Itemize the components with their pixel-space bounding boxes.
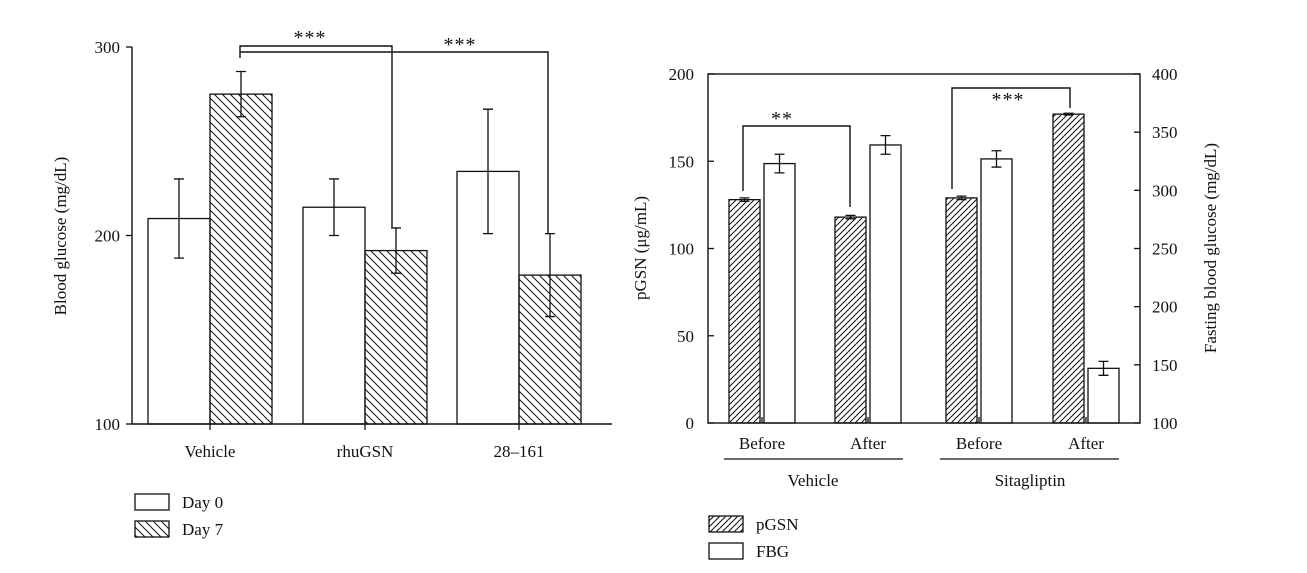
error-bar-28-161-day-7 xyxy=(545,232,555,318)
y-tick-label: 0 xyxy=(686,414,695,433)
y-axis-label-right: Fasting blood glucose (mg/dL) xyxy=(1201,143,1220,353)
bracket-sitagliptin xyxy=(951,87,1071,189)
bar-sitagliptin-after-fbg xyxy=(1087,367,1120,424)
significance-brackets: *** *** xyxy=(239,27,549,234)
x-tick-label-vehicle-before: Before xyxy=(739,434,785,453)
chart-pgsn-fbg: pGSN (μg/mL) Fasting blood glucose (mg/d… xyxy=(631,65,1220,561)
legend-label-pgsn: pGSN xyxy=(756,515,799,534)
error-bar-sitagliptin-after-pgsn xyxy=(1063,112,1074,116)
error-bar-rhugsn-day-0 xyxy=(329,178,339,237)
y-tick-label: 150 xyxy=(669,152,695,171)
y-axis-label: Blood glucose (mg/dL) xyxy=(51,157,70,316)
y-tick-label: 100 xyxy=(95,415,121,434)
x-ticks: Before After Before After xyxy=(739,417,1104,453)
error-bar-sitagliptin-after-fbg xyxy=(1098,360,1109,376)
legend-label-day7: Day 7 xyxy=(182,520,224,539)
legend: Day 0 Day 7 xyxy=(134,493,224,539)
group-label-vehicle: Vehicle xyxy=(788,471,839,490)
y2-tick-label: 200 xyxy=(1152,298,1178,317)
x-tick-label-28-161: 28–161 xyxy=(494,442,545,461)
y-tick-label: 100 xyxy=(669,240,695,259)
bars xyxy=(147,93,582,425)
legend-label-day0: Day 0 xyxy=(182,493,223,512)
bracket-28-161 xyxy=(240,51,549,234)
axis-frame xyxy=(131,47,612,425)
y-axis-label-left: pGSN (μg/mL) xyxy=(631,196,650,300)
y-ticks: 100 200 300 xyxy=(95,38,132,434)
y2-tick-label: 350 xyxy=(1152,123,1178,142)
bar-sitagliptin-before-fbg xyxy=(980,158,1013,424)
sig-label-vehicle: ** xyxy=(771,108,793,130)
y-tick-label: 200 xyxy=(95,227,121,246)
error-bar-vehicle-day-7 xyxy=(236,70,246,118)
axis-frame xyxy=(707,73,1141,424)
y2-tick-label: 250 xyxy=(1152,240,1178,259)
significance-brackets: ** *** xyxy=(742,87,1071,207)
error-bars xyxy=(174,70,555,318)
y2-tick-label: 150 xyxy=(1152,356,1178,375)
bar-rhugsn-day-7 xyxy=(364,249,428,425)
legend-swatch-day7 xyxy=(134,520,170,538)
x-tick-label-vehicle-after: After xyxy=(850,434,886,453)
error-bar-vehicle-before-fbg xyxy=(774,153,785,174)
legend-swatch-pgsn xyxy=(708,515,744,533)
bars xyxy=(728,113,1120,424)
x-tick-label-vehicle: Vehicle xyxy=(185,442,236,461)
group-labels: Vehicle Sitagliptin xyxy=(724,458,1119,490)
y-tick-label: 50 xyxy=(677,327,694,346)
y-tick-label: 200 xyxy=(669,65,695,84)
y-ticks-left: 0 50 100 150 200 xyxy=(669,65,714,433)
x-tick-label-rhugsn: rhuGSN xyxy=(337,442,394,461)
error-bar-sitagliptin-before-fbg xyxy=(991,150,1002,168)
sig-label-rhugsn: *** xyxy=(294,27,327,49)
legend-swatch-day0 xyxy=(134,493,170,511)
bar-sitagliptin-after-pgsn xyxy=(1052,113,1085,424)
bar-vehicle-after-fbg xyxy=(869,144,902,424)
bar-vehicle-before-pgsn xyxy=(728,198,761,424)
y-tick-label: 300 xyxy=(95,38,121,57)
y2-tick-label: 400 xyxy=(1152,65,1178,84)
error-bar-vehicle-before-pgsn xyxy=(739,197,750,203)
y2-tick-label: 300 xyxy=(1152,181,1178,200)
x-tick-label-sitagliptin-before: Before xyxy=(956,434,1002,453)
error-bar-vehicle-after-pgsn xyxy=(845,214,856,220)
bar-rhugsn-day-0 xyxy=(302,206,366,425)
bar-vehicle-before-fbg xyxy=(763,162,796,424)
bar-vehicle-after-pgsn xyxy=(834,216,867,424)
error-bar-vehicle-after-fbg xyxy=(880,135,891,155)
error-bars xyxy=(739,112,1109,376)
x-tick-label-sitagliptin-after: After xyxy=(1068,434,1104,453)
sig-label-28-161: *** xyxy=(444,34,477,56)
legend: pGSN FBG xyxy=(708,515,799,561)
bar-vehicle-day-7 xyxy=(209,93,273,425)
group-label-sitagliptin: Sitagliptin xyxy=(995,471,1066,490)
bar-sitagliptin-before-pgsn xyxy=(945,197,978,424)
bracket-vehicle xyxy=(742,125,851,207)
y-ticks-right: 100 150 200 250 300 350 400 xyxy=(1134,65,1178,433)
y2-tick-label: 100 xyxy=(1152,414,1178,433)
error-bar-rhugsn-day-7 xyxy=(391,227,401,274)
error-bar-vehicle-day-0 xyxy=(174,178,184,259)
x-ticks: Vehicle rhuGSN 28–161 xyxy=(185,424,545,461)
legend-swatch-fbg xyxy=(708,542,744,560)
chart-blood-glucose: Blood glucose (mg/dL) 100 200 300 Vehicle r… xyxy=(51,27,612,539)
legend-label-fbg: FBG xyxy=(756,542,789,561)
sig-label-sitagliptin: *** xyxy=(992,89,1025,111)
error-bar-sitagliptin-before-pgsn xyxy=(956,195,967,201)
error-bar-28-161-day-0 xyxy=(483,108,493,235)
